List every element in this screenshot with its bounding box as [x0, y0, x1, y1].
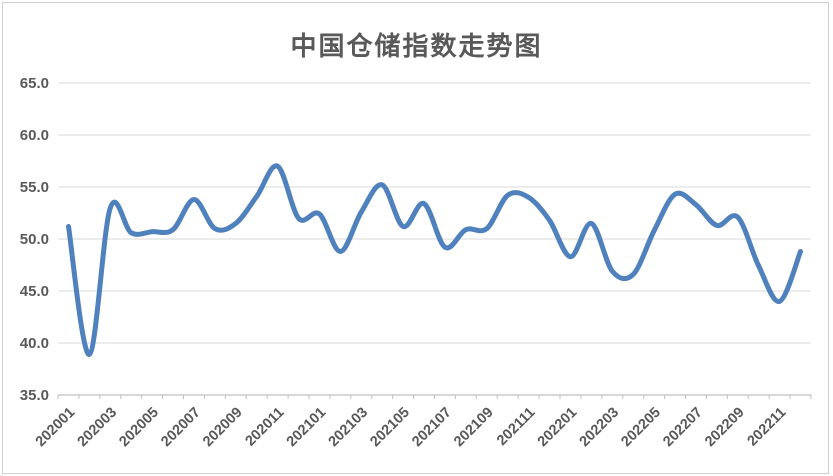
- x-tick-label: 202207: [660, 405, 706, 451]
- x-tick-label: 202111: [494, 405, 538, 449]
- y-tick-label: 50.0: [20, 231, 49, 248]
- x-tick-label: 202105: [367, 405, 413, 451]
- x-tick-label: 202001: [33, 405, 79, 451]
- x-tick-label: 202103: [326, 405, 372, 451]
- y-tick-label: 45.0: [20, 283, 49, 300]
- y-tick-label: 60.0: [20, 127, 49, 144]
- x-tick-label: 202203: [577, 405, 623, 451]
- x-tick-label: 202003: [75, 405, 121, 451]
- y-tick-label: 55.0: [20, 179, 49, 196]
- x-tick-label: 202011: [242, 405, 287, 450]
- x-tick-label: 202109: [451, 405, 497, 451]
- y-tick-label: 65.0: [20, 75, 49, 92]
- x-tick-label: 202107: [409, 405, 455, 451]
- x-tick-label: 202009: [200, 405, 246, 451]
- chart-title: 中国仓储指数走势图: [290, 32, 543, 62]
- x-tick-label: 202211: [744, 405, 789, 450]
- x-tick-label: 202209: [702, 405, 748, 451]
- x-tick-label: 202101: [284, 405, 330, 451]
- x-tick-label: 202201: [535, 405, 581, 451]
- x-tick-label: 202005: [116, 405, 162, 451]
- x-tick-label: 202007: [158, 405, 204, 451]
- x-tick-label: 202205: [618, 405, 664, 451]
- y-tick-label: 35.0: [20, 387, 49, 404]
- series-line: [66, 163, 803, 357]
- y-tick-label: 40.0: [20, 335, 49, 352]
